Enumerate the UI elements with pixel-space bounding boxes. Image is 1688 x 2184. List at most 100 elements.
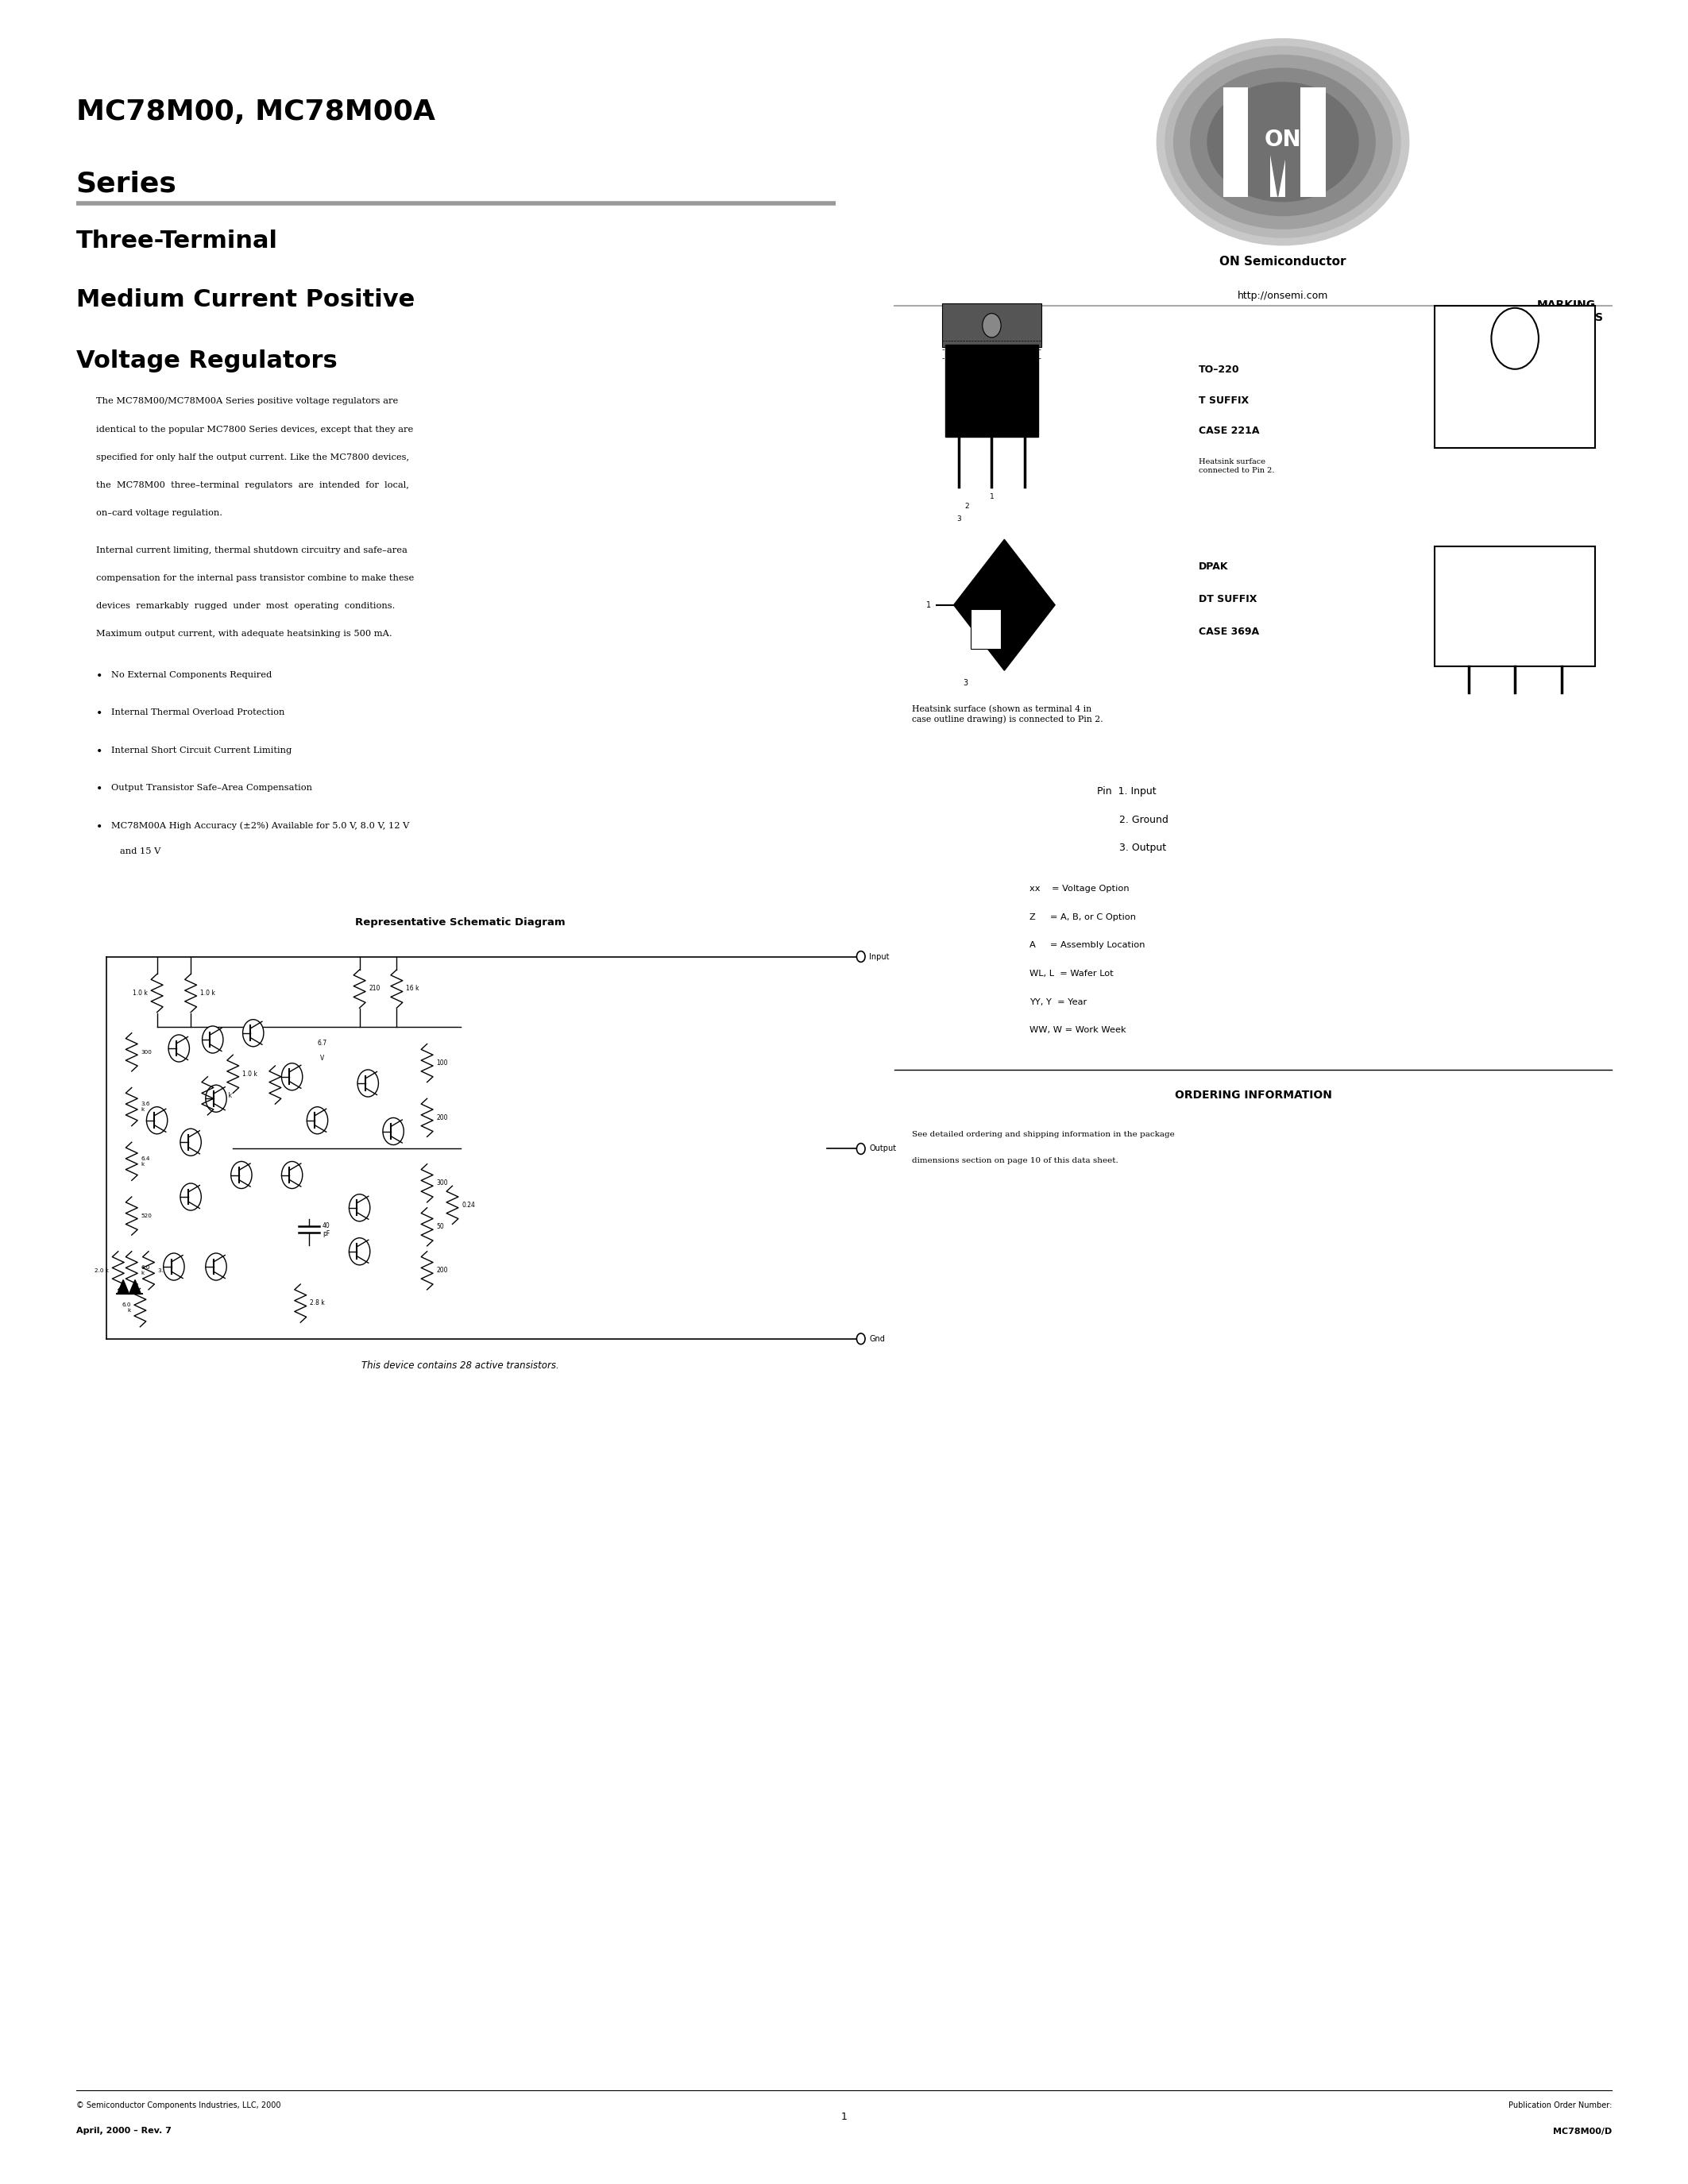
- Text: 78MxxZT: 78MxxZT: [1494, 404, 1536, 413]
- Text: Three-Terminal: Three-Terminal: [76, 229, 279, 253]
- Text: MC78M00, MC78M00A: MC78M00, MC78M00A: [76, 98, 436, 124]
- Text: •: •: [96, 784, 103, 795]
- Ellipse shape: [1207, 83, 1359, 203]
- Text: 3: 3: [964, 679, 967, 688]
- Text: 50: 50: [436, 1223, 444, 1230]
- Polygon shape: [1259, 87, 1298, 197]
- Circle shape: [203, 1026, 223, 1053]
- Bar: [945, 345, 1038, 437]
- Text: MC: MC: [1507, 378, 1523, 389]
- Circle shape: [982, 314, 1001, 339]
- Text: Voltage Regulators: Voltage Regulators: [76, 349, 338, 373]
- Text: Z     = A, B, or C Option: Z = A, B, or C Option: [1030, 913, 1136, 922]
- Text: 3: 3: [957, 515, 960, 522]
- Circle shape: [383, 1118, 403, 1144]
- Text: Output: Output: [869, 1144, 896, 1153]
- Text: 5.6 k: 5.6 k: [218, 1092, 231, 1099]
- Text: 3.9 k: 3.9 k: [159, 1269, 172, 1273]
- Bar: [942, 304, 1041, 347]
- Text: 16 k: 16 k: [407, 985, 419, 992]
- Text: 3.6
k: 3.6 k: [142, 1101, 150, 1112]
- Text: YY, Y  = Year: YY, Y = Year: [1030, 998, 1087, 1007]
- Ellipse shape: [1190, 68, 1376, 216]
- Circle shape: [243, 1020, 263, 1046]
- Text: 8MxxZ: 8MxxZ: [1499, 579, 1531, 590]
- Text: 1: 1: [927, 601, 930, 609]
- Text: ALYWW: ALYWW: [1499, 428, 1531, 437]
- Text: Internal Short Circuit Current Limiting: Internal Short Circuit Current Limiting: [111, 747, 292, 753]
- Text: Gnd: Gnd: [869, 1334, 885, 1343]
- Circle shape: [206, 1085, 226, 1112]
- Text: V: V: [321, 1055, 324, 1061]
- Text: identical to the popular MC7800 Series devices, except that they are: identical to the popular MC7800 Series d…: [96, 426, 414, 432]
- Text: DT SUFFIX: DT SUFFIX: [1198, 594, 1258, 605]
- Text: MC78M00/D: MC78M00/D: [1553, 2127, 1612, 2136]
- Text: the  MC78M00  three–terminal  regulators  are  intended  for  local,: the MC78M00 three–terminal regulators ar…: [96, 480, 408, 489]
- Polygon shape: [128, 1280, 142, 1293]
- Text: 200: 200: [436, 1114, 447, 1120]
- Text: WW, W = Work Week: WW, W = Work Week: [1030, 1026, 1126, 1035]
- Circle shape: [169, 1035, 189, 1061]
- Text: specified for only half the output current. Like the MC7800 devices,: specified for only half the output curre…: [96, 454, 408, 461]
- Circle shape: [181, 1129, 201, 1155]
- Text: 100: 100: [436, 1059, 447, 1066]
- Text: Internal current limiting, thermal shutdown circuitry and safe–area: Internal current limiting, thermal shutd…: [96, 546, 407, 555]
- Circle shape: [349, 1195, 370, 1221]
- Polygon shape: [118, 1280, 128, 1293]
- Text: April, 2000 – Rev. 7: April, 2000 – Rev. 7: [76, 2127, 170, 2136]
- Text: 40
pF: 40 pF: [322, 1221, 331, 1238]
- Text: CASE 369A: CASE 369A: [1198, 627, 1259, 638]
- Text: 2.8 k: 2.8 k: [311, 1299, 324, 1306]
- Text: and 15 V: and 15 V: [111, 847, 160, 854]
- Bar: [1301, 87, 1327, 197]
- Text: 0.24: 0.24: [463, 1201, 474, 1208]
- Circle shape: [358, 1070, 378, 1096]
- Text: 300: 300: [436, 1179, 447, 1186]
- Circle shape: [858, 952, 866, 961]
- Text: xx    = Voltage Option: xx = Voltage Option: [1030, 885, 1129, 893]
- Text: See detailed ordering and shipping information in the package: See detailed ordering and shipping infor…: [912, 1131, 1175, 1138]
- Text: 3. Output: 3. Output: [1097, 843, 1166, 854]
- Bar: [1222, 87, 1249, 197]
- Ellipse shape: [1165, 46, 1401, 238]
- Text: This device contains 28 active transistors.: This device contains 28 active transisto…: [361, 1361, 559, 1372]
- Text: Output Transistor Safe–Area Compensation: Output Transistor Safe–Area Compensation: [111, 784, 312, 793]
- Ellipse shape: [1173, 55, 1393, 229]
- Text: 200: 200: [436, 1267, 447, 1273]
- Text: Heatsink surface
connected to Pin 2.: Heatsink surface connected to Pin 2.: [1198, 459, 1274, 474]
- Text: •: •: [96, 670, 103, 681]
- Text: © Semiconductor Components Industries, LLC, 2000: © Semiconductor Components Industries, L…: [76, 2101, 280, 2110]
- Bar: [1435, 306, 1595, 448]
- Text: •: •: [96, 747, 103, 758]
- Polygon shape: [954, 539, 1055, 670]
- Text: 2: 2: [966, 502, 969, 509]
- Text: Medium Current Positive: Medium Current Positive: [76, 288, 415, 312]
- Text: Internal Thermal Overload Protection: Internal Thermal Overload Protection: [111, 708, 285, 716]
- Text: A     = Assembly Location: A = Assembly Location: [1030, 941, 1144, 950]
- Text: •: •: [96, 708, 103, 721]
- Bar: [971, 609, 1001, 649]
- Text: devices  remarkably  rugged  under  most  operating  conditions.: devices remarkably rugged under most ope…: [96, 603, 395, 609]
- Text: 2. Ground: 2. Ground: [1097, 815, 1168, 826]
- Bar: [1271, 87, 1286, 197]
- Text: ON: ON: [1264, 129, 1301, 151]
- Text: •: •: [96, 821, 103, 832]
- Circle shape: [206, 1254, 226, 1280]
- Text: DPAK: DPAK: [1198, 561, 1229, 572]
- Text: WL, L  = Wafer Lot: WL, L = Wafer Lot: [1030, 970, 1114, 978]
- Ellipse shape: [1156, 39, 1409, 247]
- Text: 210: 210: [370, 985, 380, 992]
- Text: 1.0 k: 1.0 k: [201, 989, 214, 996]
- Circle shape: [858, 1144, 866, 1153]
- Circle shape: [231, 1162, 252, 1188]
- Text: Series: Series: [76, 170, 177, 197]
- Text: 300: 300: [142, 1051, 152, 1055]
- Text: compensation for the internal pass transistor combine to make these: compensation for the internal pass trans…: [96, 574, 414, 581]
- Text: 2.0 k: 2.0 k: [95, 1269, 108, 1273]
- Text: MC78M00A High Accuracy (±2%) Available for 5.0 V, 8.0 V, 12 V: MC78M00A High Accuracy (±2%) Available f…: [111, 821, 410, 830]
- Text: ORDERING INFORMATION: ORDERING INFORMATION: [1175, 1090, 1332, 1101]
- Circle shape: [282, 1064, 302, 1090]
- Text: The MC78M00/MC78M00A Series positive voltage regulators are: The MC78M00/MC78M00A Series positive vol…: [96, 397, 398, 406]
- Text: Maximum output current, with adequate heatsinking is 500 mA.: Maximum output current, with adequate he…: [96, 629, 392, 638]
- Circle shape: [1492, 308, 1539, 369]
